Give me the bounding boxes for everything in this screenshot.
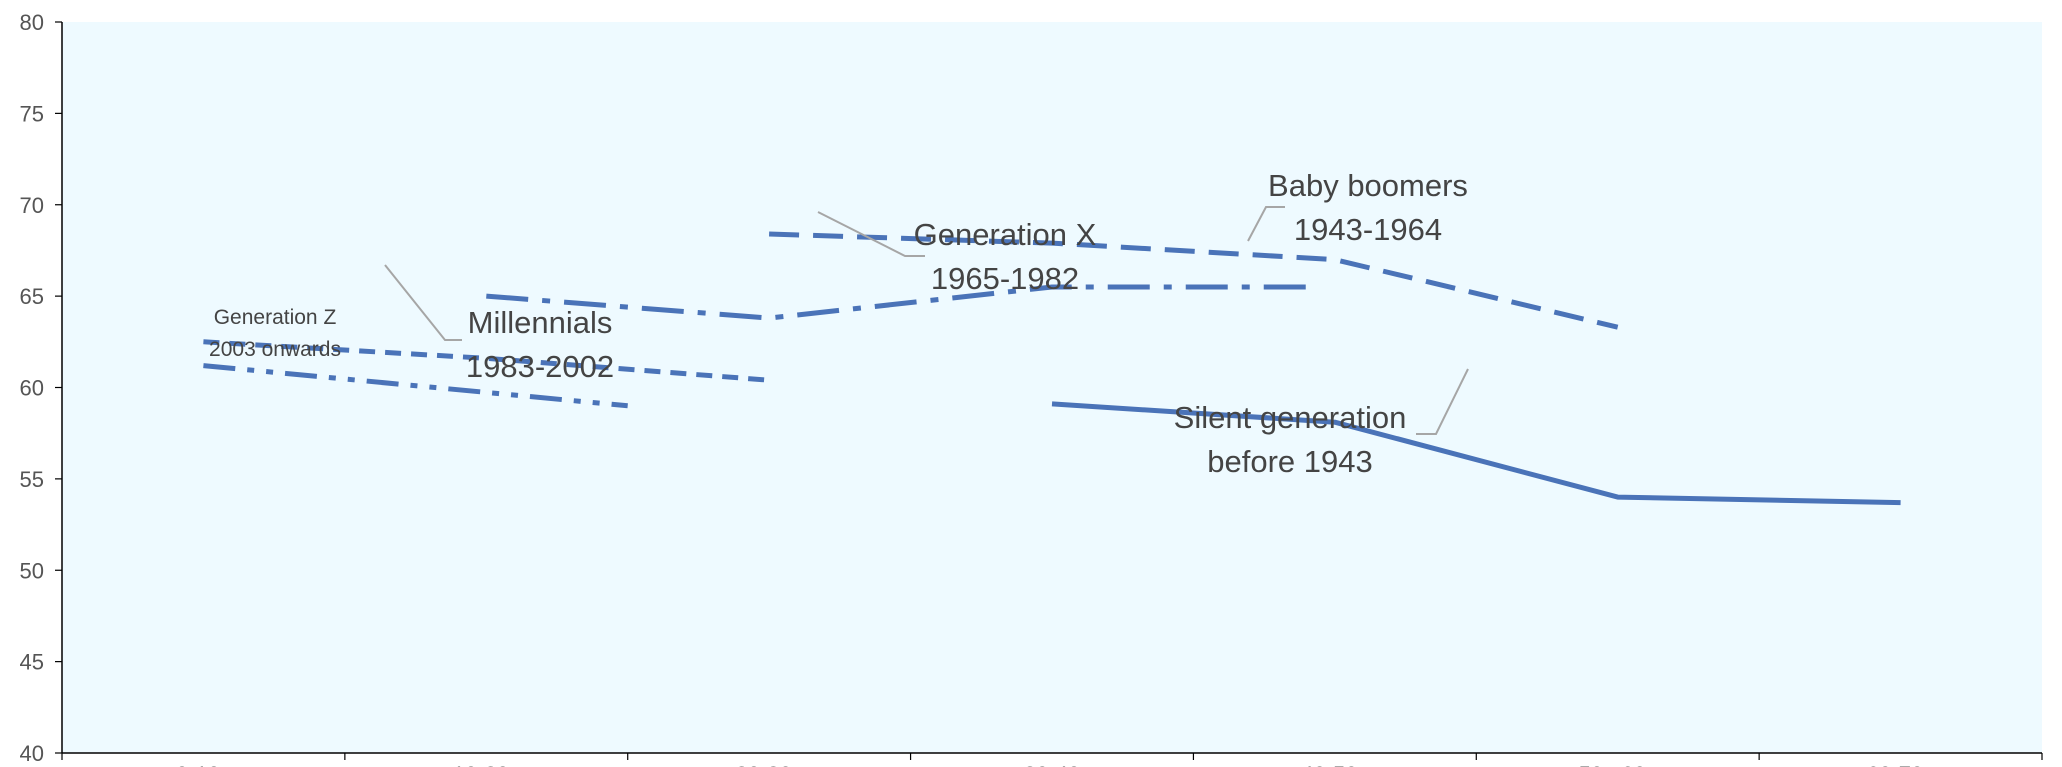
series-label-line: Generation Z: [214, 306, 337, 329]
y-tick-label: 40: [20, 741, 44, 766]
series-label-line: before 1943: [1207, 444, 1372, 479]
plot-area: [62, 22, 2042, 753]
leader-line: [1416, 368, 1469, 435]
series-line: [769, 231, 1619, 330]
series-label-line: Baby boomers: [1268, 168, 1468, 203]
series-label-line: 1965-1982: [931, 261, 1079, 296]
x-tick-label: 10-20s: [453, 762, 520, 767]
series-label-line: 2003 onwards: [209, 338, 341, 361]
axes: 40 45 50 55 60 65 70 75 80 0-10s 10-20s 20-30s 30-40…: [20, 10, 2043, 767]
series-labels: Generation Z 2003 onwards Millennials 1983-…: [209, 168, 1468, 479]
y-tick-label: 75: [20, 101, 44, 126]
y-tick-label: 50: [20, 558, 44, 583]
y-tick-label: 65: [20, 284, 44, 309]
x-tick-label: 30-40: [1024, 762, 1080, 767]
series-label: Generation Z 2003 onwards: [209, 306, 341, 361]
x-tick-label: 0-10s: [176, 762, 231, 767]
series-label: Baby boomers 1943-1964: [1268, 168, 1468, 247]
y-tick-label: 70: [20, 193, 44, 218]
series-label-line: 1983-2002: [466, 349, 614, 384]
x-tick-label: 40-50s: [1301, 762, 1368, 767]
series-label-line: Silent generation: [1174, 400, 1407, 435]
series-line: [486, 284, 1307, 321]
leader-line: [1247, 206, 1285, 242]
x-tick-label: 60-70s: [1867, 762, 1934, 767]
y-tick-label: 60: [20, 376, 44, 401]
x-tick-label: 20-30s: [736, 762, 803, 767]
y-tick-label: 45: [20, 650, 44, 675]
series-label-line: 1943-1964: [1294, 212, 1442, 247]
series-line: [203, 363, 628, 409]
label-leader-lines: [384, 206, 1469, 435]
leader-line: [817, 211, 925, 257]
y-tick-label: 55: [20, 467, 44, 492]
series-line: [1051, 401, 1901, 506]
series-label-line: Millennials: [468, 305, 613, 340]
series-line: [203, 339, 770, 383]
y-tick-label: 80: [20, 10, 44, 35]
leader-line: [384, 264, 462, 341]
series-label: Silent generation before 1943: [1174, 400, 1407, 479]
series-label: Generation X 1965-1982: [914, 217, 1097, 296]
series-label-line: Generation X: [914, 217, 1097, 252]
series-lines: [203, 231, 1901, 506]
x-tick-label: 50s-60s: [1579, 762, 1657, 767]
series-label: Millennials 1983-2002: [466, 305, 614, 384]
